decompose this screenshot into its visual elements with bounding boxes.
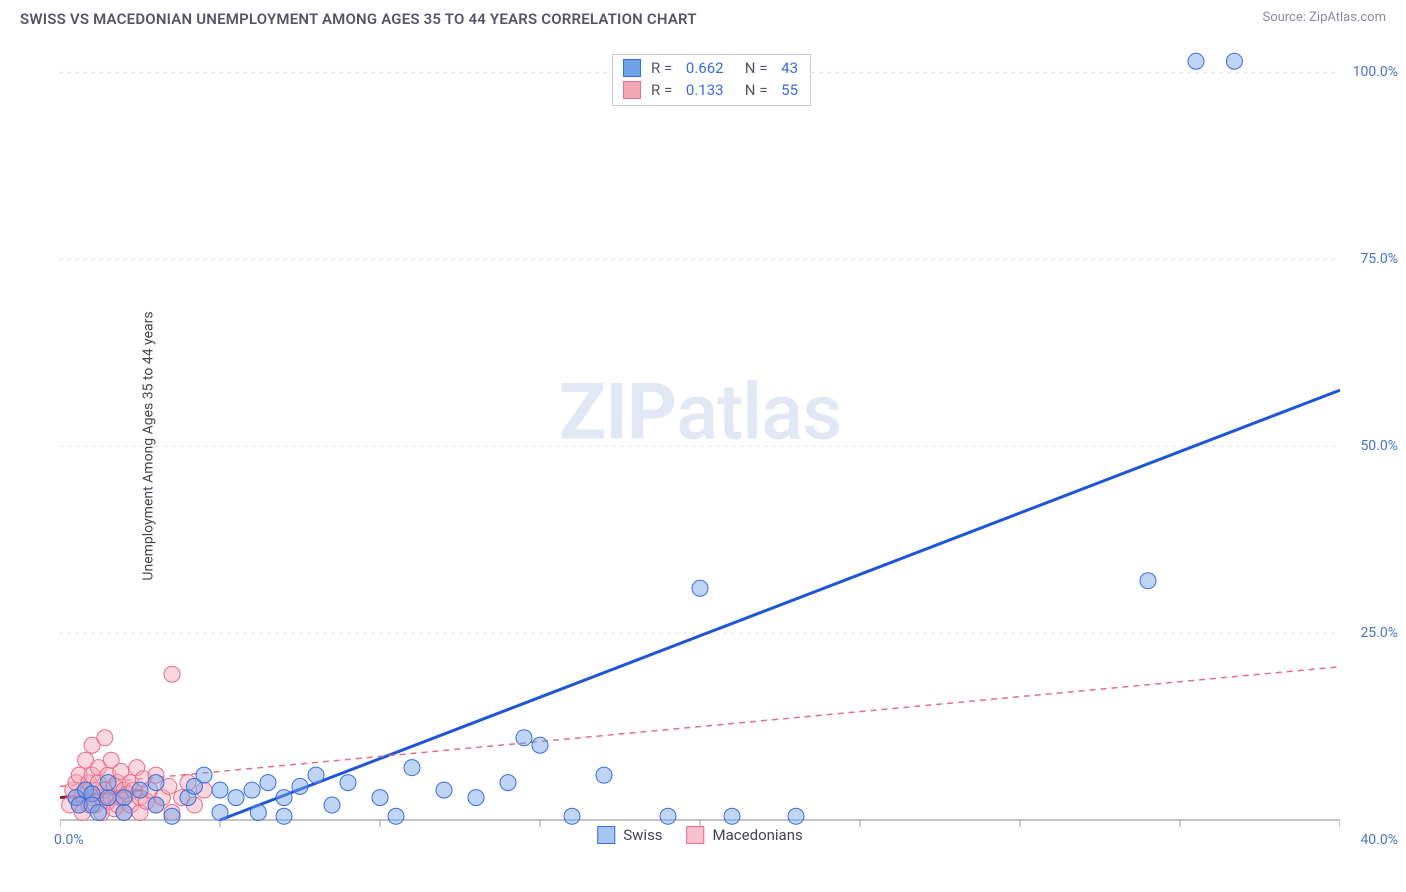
correlation-stats-box: R = 0.662 N = 43 R = 0.133 N = 55 [612, 54, 811, 106]
data-point [596, 767, 612, 783]
data-point [324, 797, 340, 813]
stats-row-swiss: R = 0.662 N = 43 [623, 57, 798, 79]
data-point [404, 760, 420, 776]
legend-label: Swiss [623, 826, 662, 844]
n-value-macedonians: 55 [781, 81, 798, 99]
data-point [212, 782, 228, 798]
n-label: N = [734, 81, 772, 99]
data-point [788, 808, 804, 824]
data-point [340, 775, 356, 791]
r-label: R = [651, 81, 676, 99]
data-point [90, 805, 106, 821]
data-point [724, 808, 740, 824]
r-value-swiss: 0.662 [686, 59, 724, 77]
data-point [1226, 53, 1242, 69]
series-legend: Swiss Macedonians [597, 826, 803, 844]
n-value-swiss: 43 [781, 59, 798, 77]
r-label: R = [651, 59, 676, 77]
data-point [196, 767, 212, 783]
data-point [212, 805, 228, 821]
r-value-macedonians: 0.133 [686, 81, 724, 99]
stats-row-macedonians: R = 0.133 N = 55 [623, 79, 798, 101]
data-point [516, 730, 532, 746]
y-tick-label: 50.0% [1360, 438, 1398, 454]
data-point [500, 775, 516, 791]
data-point [468, 790, 484, 806]
data-point [148, 797, 164, 813]
data-point [660, 808, 676, 824]
legend-swatch [597, 826, 615, 844]
y-tick-label: 100.0% [1353, 64, 1398, 80]
data-point [292, 778, 308, 794]
data-point [1140, 573, 1156, 589]
legend-item: Swiss [597, 826, 662, 844]
x-tick-label: 40.0% [1360, 832, 1398, 848]
legend-label: Macedonians [713, 826, 803, 844]
data-point [100, 790, 116, 806]
legend-swatch [687, 826, 705, 844]
data-point [532, 737, 548, 753]
data-point [100, 775, 116, 791]
y-tick-label: 25.0% [1360, 625, 1398, 641]
scatter-chart: ZIPatlas R = 0.662 N = 43 R = 0.133 N = … [60, 50, 1340, 840]
data-point [276, 808, 292, 824]
data-point [250, 805, 266, 821]
data-point [276, 790, 292, 806]
data-point [132, 782, 148, 798]
source-attribution: Source: ZipAtlas.com [1262, 10, 1386, 25]
data-point [692, 580, 708, 596]
data-point [436, 782, 452, 798]
data-point [308, 767, 324, 783]
swatch-swiss [623, 59, 641, 77]
data-point [97, 730, 113, 746]
swatch-macedonians [623, 81, 641, 99]
data-point [244, 782, 260, 798]
data-point [1188, 53, 1204, 69]
data-point [564, 808, 580, 824]
x-tick-label: 0.0% [54, 832, 84, 848]
data-point [388, 808, 404, 824]
data-point [260, 775, 276, 791]
data-point [148, 775, 164, 791]
data-point [116, 805, 132, 821]
n-label: N = [734, 59, 772, 77]
plot-canvas [60, 50, 1340, 840]
y-tick-label: 75.0% [1360, 251, 1398, 267]
data-point [116, 790, 132, 806]
legend-item: Macedonians [687, 826, 803, 844]
data-point [164, 666, 180, 682]
data-point [164, 808, 180, 824]
chart-title: SWISS VS MACEDONIAN UNEMPLOYMENT AMONG A… [20, 10, 697, 28]
data-point [228, 790, 244, 806]
data-point [372, 790, 388, 806]
